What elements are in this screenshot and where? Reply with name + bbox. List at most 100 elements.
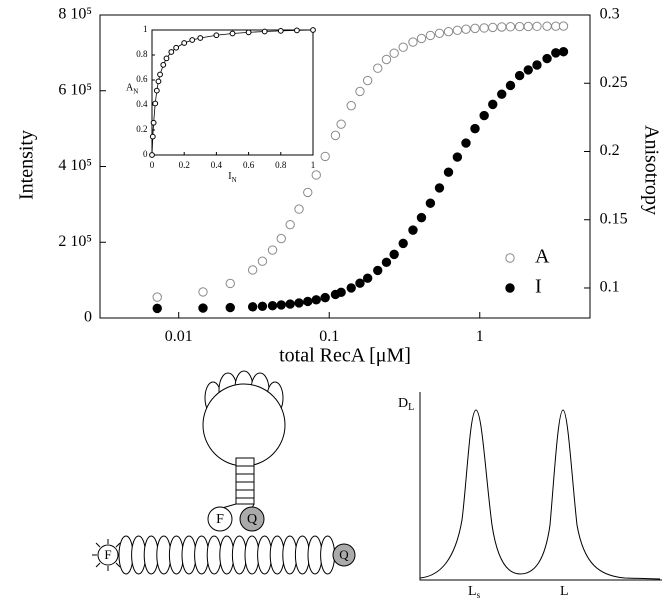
quencher-label: Q: [339, 547, 349, 562]
legend-label: A: [535, 246, 550, 268]
data-point: [294, 204, 304, 214]
data-point: [425, 198, 436, 208]
data-point: [505, 80, 516, 91]
data-point: [398, 42, 408, 52]
y2-tick-label: 0.15: [600, 210, 628, 227]
data-point: [168, 49, 175, 55]
data-point: [153, 87, 160, 94]
data-point: [514, 21, 525, 32]
data-point: [197, 35, 204, 41]
data-point: [155, 78, 162, 85]
data-point: [276, 300, 286, 310]
xlabel-label: IN: [228, 171, 236, 183]
data-point: [346, 283, 356, 293]
label-sub: N: [133, 87, 138, 95]
filament-lobe: [244, 535, 260, 575]
data-point: [285, 299, 295, 309]
x-tick-label: 0.4: [211, 160, 223, 170]
data-point: [157, 71, 163, 78]
data-point: [470, 23, 480, 34]
fluorophore: [207, 506, 233, 532]
label-sub: L: [408, 402, 414, 413]
quencher: [332, 543, 356, 567]
data-point: [373, 265, 383, 276]
data-point: [461, 24, 471, 34]
label-sub: s: [477, 590, 481, 600]
data-point: [479, 110, 489, 121]
data-point: [542, 53, 552, 64]
data-point: [346, 100, 356, 111]
fluorophore-label: F: [216, 512, 224, 527]
legend-marker: [505, 283, 515, 293]
y-tick-label: 0.4: [136, 99, 148, 109]
y-tick-label: 4 10⁵: [58, 157, 92, 174]
data-point: [532, 21, 542, 32]
data-point: [198, 303, 208, 313]
ylabel-label: Intensity: [16, 130, 38, 200]
data-point: [303, 296, 313, 307]
data-point: [558, 47, 569, 57]
data-point: [303, 187, 313, 198]
distribution-ylabel: DL: [398, 396, 414, 413]
data-point: [408, 225, 418, 235]
data-point: [497, 89, 507, 99]
filament-lobe: [143, 535, 159, 575]
data-point: [381, 54, 392, 65]
y-tick-label: 0: [84, 309, 92, 326]
filament-lobe: [206, 535, 222, 575]
data-point: [173, 44, 180, 51]
y2-tick-label: 0.1: [600, 279, 620, 296]
distribution-xlabel: L: [560, 584, 569, 599]
data-point: [443, 26, 454, 37]
label-sub: N: [232, 176, 237, 184]
data-point: [470, 123, 480, 134]
data-point: [381, 257, 392, 268]
data-point: [247, 302, 258, 312]
x-tick-label: 0.1: [319, 328, 339, 345]
data-point: [276, 233, 286, 244]
y2label: Anisotropy: [640, 125, 662, 215]
data-point: [152, 292, 162, 302]
data-point: [408, 37, 418, 47]
x-tick-label: 0.01: [165, 328, 193, 345]
data-point: [330, 130, 341, 141]
data-point: [362, 75, 373, 86]
data-point: [225, 302, 235, 313]
filament-lobe: [168, 535, 184, 575]
data-point: [225, 278, 235, 289]
distribution-xlabel: Ls: [468, 584, 481, 600]
data-point: [416, 33, 427, 44]
data-point: [198, 287, 208, 297]
distribution-curve: [419, 409, 661, 580]
data-point: [245, 29, 252, 36]
fluorophore-label: F: [104, 547, 111, 562]
stem: [235, 457, 255, 505]
data-point: [389, 249, 399, 260]
label-main: L: [468, 584, 477, 599]
data-point: [355, 278, 365, 288]
data-point: [257, 301, 268, 311]
y-tick-label: 2 10⁵: [58, 233, 92, 250]
data-point: [152, 100, 159, 107]
label-main: D: [398, 396, 408, 411]
data-point: [373, 63, 383, 73]
data-point: [189, 37, 196, 43]
data-point: [488, 22, 498, 33]
data-point: [434, 183, 445, 193]
data-point: [152, 303, 162, 314]
data-point: [320, 292, 330, 303]
data-point: [149, 152, 155, 158]
filament-lobe: [118, 535, 134, 575]
data-point: [398, 238, 408, 249]
data-point: [181, 40, 188, 46]
data-point: [149, 133, 156, 140]
data-point: [514, 70, 525, 81]
filament-lobe: [269, 535, 285, 575]
data-point: [163, 55, 170, 62]
filament-lobe: [307, 535, 323, 575]
data-point: [523, 21, 533, 32]
data-point: [320, 151, 330, 162]
